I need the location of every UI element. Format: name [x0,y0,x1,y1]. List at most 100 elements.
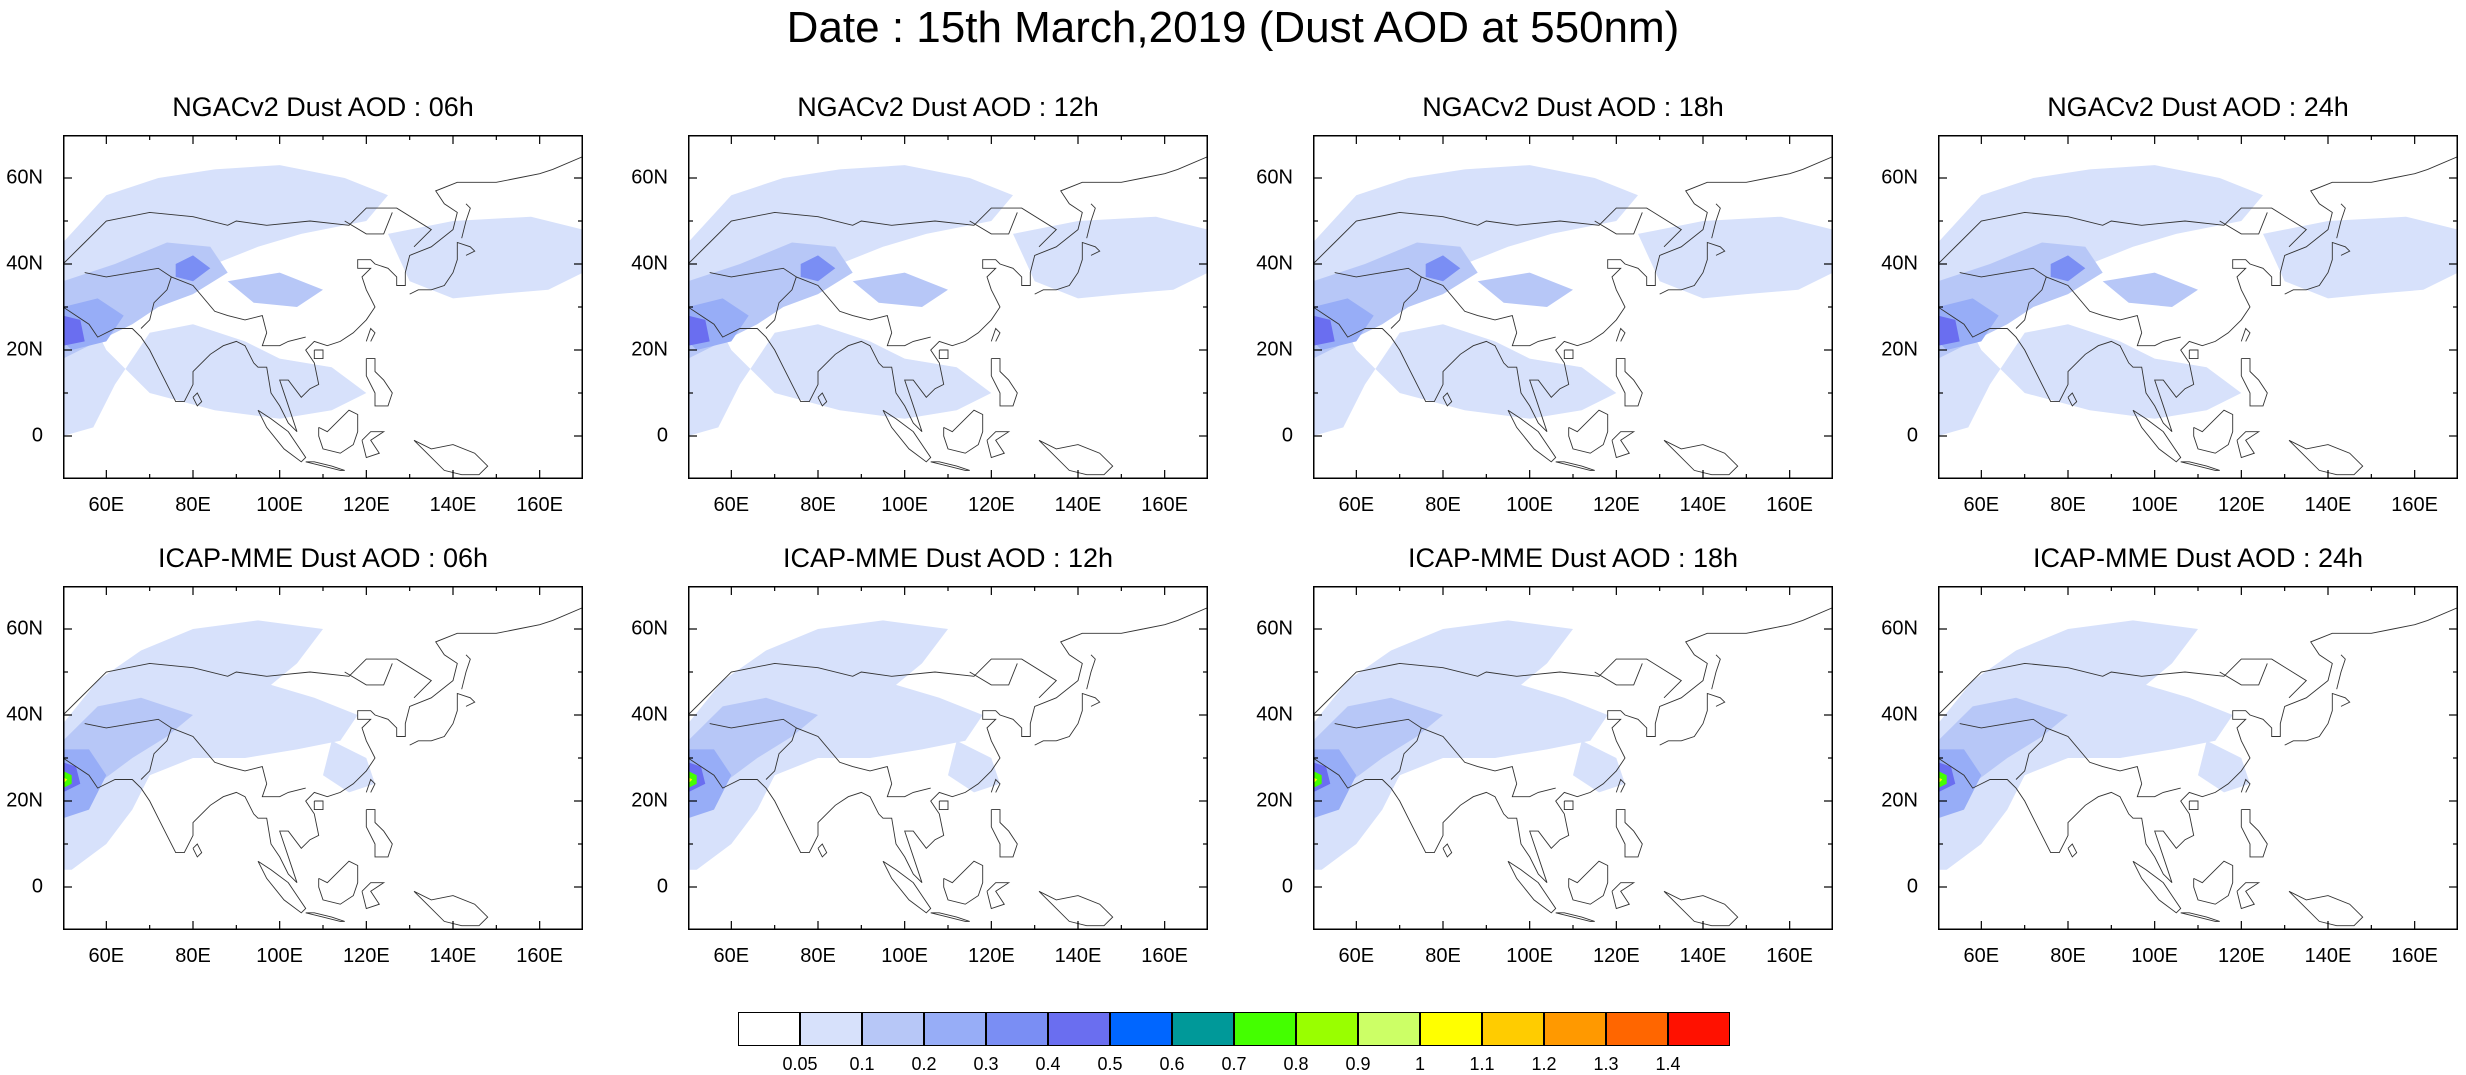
coastline-7 [257,860,307,914]
colorbar-swatch [986,1012,1048,1046]
coastline-8 [1555,461,1595,471]
coastline-2 [1382,718,1422,780]
coastline-13 [365,778,376,793]
coastline-11 [365,358,393,407]
coastline-12 [1038,890,1114,927]
colorbar-swatch [738,1012,800,1046]
dust-region-3 [227,272,323,307]
coastline-5 [2284,692,2351,746]
coastline-12 [1663,439,1739,476]
coastline-16 [1711,203,1721,239]
coastline-10 [2236,882,2261,910]
map-panel-ngac-24h: NGACv2 Dust AOD : 24h 60N 40N 20N 0 60E 80E 10… [1881,92,2458,516]
colorbar-swatch [1234,1012,1296,1046]
lat-tick-label: 40N [6,703,43,726]
coastline-7 [2132,409,2182,463]
coastline-9 [2193,860,2234,905]
dust-region-6 [63,315,85,346]
dust-field [63,620,375,870]
map-plot [1938,135,2458,479]
dust-region-5 [63,770,72,789]
lon-tick-label: 160E [2391,494,2439,516]
panel-title: ICAP-MME Dust AOD : 12h [782,543,1114,573]
lat-tick-label: 0 [656,424,668,447]
coastline-4 [709,723,758,729]
colorbar-swatch [1172,1012,1234,1046]
coastline-16 [461,203,471,239]
dust-region-1 [2263,216,2458,299]
lon-tick-label: 60E [1338,945,1375,967]
coastline-5 [1659,241,1726,295]
coastline-0 [1938,156,2458,433]
coastline-14 [313,800,324,811]
lat-tick-label: 60N [6,617,43,640]
coastline-9 [318,860,359,905]
tick-marks [63,586,583,930]
coastline-13 [365,327,376,342]
dust-region-5 [688,770,697,789]
lat-tick-label: 20N [1881,789,1918,812]
map-plot [63,586,583,930]
coastline-11 [1615,809,1643,858]
lat-tick-label: 20N [6,789,43,812]
lon-tick-label: 60E [1338,494,1375,516]
coastline-13 [990,778,1001,793]
coastline-1 [1313,658,1683,716]
coastline-10 [1611,882,1636,910]
dust-region-1 [323,740,375,793]
dust-field [1313,165,1833,436]
map-plot [688,586,1208,930]
coastline-15 [1594,663,1643,686]
coastline-7 [1507,409,1557,463]
coastline-0 [63,156,583,433]
dust-region-0 [1313,620,1608,870]
coastline-1 [688,658,1058,716]
dust-region-0 [1938,620,2233,870]
lon-tick-label: 120E [342,494,390,516]
tick-marks [1313,586,1833,930]
dust-field [63,165,583,436]
colorbar-swatch [1048,1012,1110,1046]
coastline-14 [1563,349,1574,360]
coastline-10 [986,431,1011,459]
coastline-10 [2236,431,2261,459]
lat-tick-label: 20N [631,338,668,361]
coastlines [63,607,583,927]
coastline-15 [969,212,1018,235]
coastline-15 [344,212,393,235]
lat-tick-label: 0 [656,875,668,898]
coastline-16 [2336,203,2346,239]
coastline-2 [757,267,797,329]
lat-tick-label: 40N [631,252,668,275]
colorbar-label: 0.4 [1035,1054,1061,1074]
coastline-1 [688,207,1058,265]
panel-title: NGACv2 Dust AOD : 12h [797,92,1099,122]
coastline-3 [1421,276,1556,347]
coastline-10 [361,431,386,459]
map-panel-icap-24h: ICAP-MME Dust AOD : 24h 60N 40N 20N 0 60E 80E… [1881,543,2458,967]
coastline-7 [882,860,932,914]
coastline-2 [2007,267,2047,329]
coastline-16 [1086,203,1096,239]
colorbar-label: 0.8 [1283,1054,1309,1074]
colorbar-swatch [862,1012,924,1046]
colorbar-swatch [1358,1012,1420,1046]
coastline-16 [2336,654,2346,690]
coastline-12 [413,439,489,476]
lon-tick-label: 100E [1506,494,1554,516]
tick-marks [1938,135,2458,479]
lat-tick-label: 0 [1906,424,1918,447]
coastline-10 [361,882,386,910]
coastline-13 [1615,327,1626,342]
dust-region-5 [1425,255,1461,282]
colorbar-label: 0.7 [1221,1054,1247,1074]
lon-tick-label: 80E [2050,494,2086,516]
coastline-6 [817,392,828,407]
lat-tick-label: 40N [1881,703,1918,726]
lon-tick-label: 100E [881,945,929,967]
lon-tick-label: 80E [175,494,211,516]
coastline-13 [2240,778,2251,793]
panel-title: ICAP-MME Dust AOD : 06h [157,543,489,573]
coastline-0 [1313,607,1833,884]
lon-tick-label: 160E [516,945,564,967]
